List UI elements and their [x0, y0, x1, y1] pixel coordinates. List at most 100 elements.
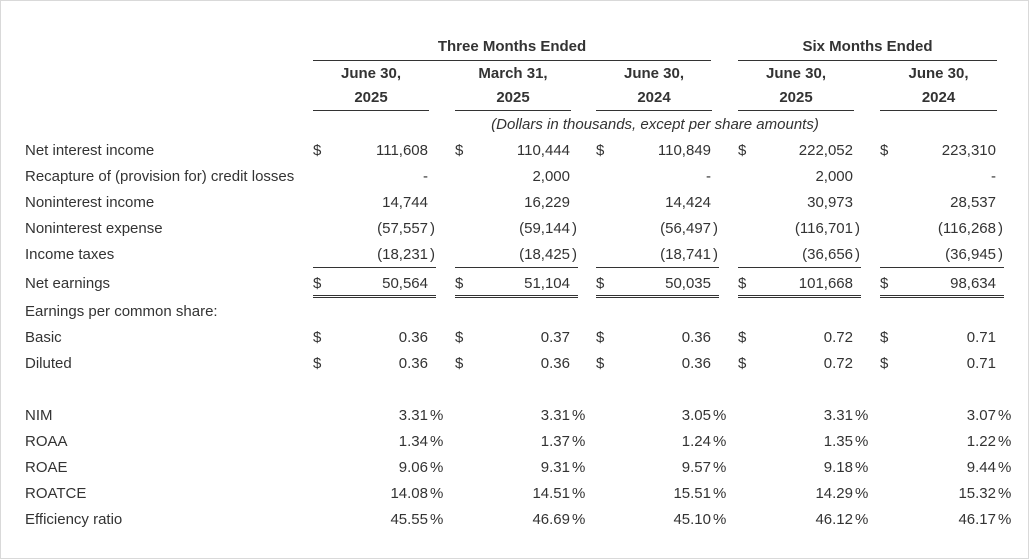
percent-sign: %	[713, 407, 727, 424]
ratio-efficiency-c2: 46.69	[532, 511, 570, 528]
ratio-roatce-c4: 14.29	[815, 485, 853, 502]
total-double-rule-c1	[313, 295, 436, 298]
total-double-rule-c3	[596, 295, 719, 298]
cell-basic-c4: 0.72	[823, 329, 853, 346]
percent-sign: %	[713, 459, 727, 476]
subtotal-rule-c3	[596, 267, 719, 268]
cell-income-taxes-c4: (36,656	[802, 246, 853, 263]
ratio-roae-c5: 9.44	[966, 459, 996, 476]
total-double-rule-c2	[455, 295, 578, 298]
ratio-efficiency-c1: 45.55	[390, 511, 428, 528]
cell-income-taxes-c3: (18,741	[660, 246, 711, 263]
col-header-1-line1: June 30,	[340, 65, 402, 82]
cell-recapture-c5: -	[991, 168, 996, 185]
dollar-sign: $	[596, 142, 605, 159]
col-header-3-rule	[596, 110, 712, 111]
cell-diluted-c4: 0.72	[823, 355, 853, 372]
paren-close: )	[998, 220, 1003, 237]
dollar-sign: $	[455, 355, 464, 372]
paren-close: )	[713, 220, 718, 237]
percent-sign: %	[430, 407, 444, 424]
total-double-rule-c5	[880, 295, 1004, 298]
percent-sign: %	[998, 459, 1012, 476]
header-three-months: Three Months Ended	[437, 38, 587, 55]
subtotal-rule-c1	[313, 267, 436, 268]
cell-net-interest-income-c2: 110,444	[516, 142, 570, 159]
paren-close: )	[855, 246, 860, 263]
ratio-label-roatce: ROATCE	[25, 485, 87, 502]
dollar-sign: $	[455, 329, 464, 346]
cell-noninterest-income-c1: 14,744	[382, 194, 428, 211]
col-header-3-line1: June 30,	[623, 65, 685, 82]
ratio-roae-c1: 9.06	[398, 459, 428, 476]
cell-basic-c2: 0.37	[540, 329, 570, 346]
ratio-roaa-c5: 1.22	[966, 433, 996, 450]
ratio-roaa-c2: 1.37	[540, 433, 570, 450]
percent-sign: %	[572, 485, 586, 502]
subtotal-rule-c2	[455, 267, 578, 268]
cell-net-earnings-c3: 50,035	[665, 275, 711, 292]
dollar-sign: $	[738, 275, 747, 292]
cell-net-earnings-c5: 98,634	[950, 275, 996, 292]
percent-sign: %	[572, 433, 586, 450]
col-header-2-line2: 2025	[496, 89, 530, 106]
dollar-sign: $	[880, 142, 889, 159]
percent-sign: %	[430, 485, 444, 502]
cell-diluted-c2: 0.36	[540, 355, 570, 372]
cell-recapture-c1: -	[423, 168, 428, 185]
ratio-label-roae: ROAE	[25, 459, 68, 476]
percent-sign: %	[998, 433, 1012, 450]
ratio-label-nim: NIM	[25, 407, 53, 424]
cell-noninterest-expense-c1: (57,557	[377, 220, 428, 237]
cell-diluted-c3: 0.36	[681, 355, 711, 372]
dollar-sign: $	[313, 329, 322, 346]
cell-diluted-c5: 0.71	[966, 355, 996, 372]
cell-noninterest-expense-c2: (59,144	[519, 220, 570, 237]
percent-sign: %	[572, 511, 586, 528]
dollar-sign: $	[455, 142, 464, 159]
cell-net-earnings-c1: 50,564	[382, 275, 428, 292]
cell-recapture-c2: 2,000	[532, 168, 570, 185]
paren-close: )	[430, 220, 435, 237]
units-note: (Dollars in thousands, except per share …	[491, 116, 819, 133]
cell-diluted-c1: 0.36	[398, 355, 428, 372]
dollar-sign: $	[596, 355, 605, 372]
cell-income-taxes-c2: (18,425	[519, 246, 570, 263]
col-header-5-line1: June 30,	[908, 65, 969, 82]
percent-sign: %	[855, 433, 869, 450]
ratio-roae-c3: 9.57	[681, 459, 711, 476]
dollar-sign: $	[313, 142, 322, 159]
percent-sign: %	[713, 511, 727, 528]
col-header-4-line2: 2025	[779, 89, 813, 106]
ratio-nim-c1: 3.31	[398, 407, 428, 424]
paren-close: )	[572, 220, 577, 237]
ratio-nim-c4: 3.31	[823, 407, 853, 424]
row-label-recapture: Recapture of (provision for) credit loss…	[25, 168, 295, 185]
col-header-2-rule	[455, 110, 571, 111]
row-label-basic: Basic	[25, 329, 62, 346]
header-six-months: Six Months Ended	[802, 38, 933, 55]
ratio-label-roaa: ROAA	[25, 433, 68, 450]
cell-noninterest-income-c4: 30,973	[807, 194, 853, 211]
cell-recapture-c4: 2,000	[815, 168, 853, 185]
ratio-nim-c3: 3.05	[681, 407, 711, 424]
ratio-roae-c2: 9.31	[540, 459, 570, 476]
ratio-roatce-c2: 14.51	[532, 485, 570, 502]
percent-sign: %	[572, 459, 586, 476]
dollar-sign: $	[455, 275, 464, 292]
ratio-nim-c2: 3.31	[540, 407, 570, 424]
cell-income-taxes-c1: (18,231	[377, 246, 428, 263]
percent-sign: %	[713, 433, 727, 450]
paren-close: )	[572, 246, 577, 263]
cell-noninterest-expense-c5: (116,268	[937, 220, 996, 237]
cell-noninterest-income-c3: 14,424	[665, 194, 711, 211]
dollar-sign: $	[596, 275, 605, 292]
percent-sign: %	[855, 485, 869, 502]
col-header-4-rule	[738, 110, 854, 111]
percent-sign: %	[998, 485, 1012, 502]
percent-sign: %	[855, 407, 869, 424]
percent-sign: %	[572, 407, 586, 424]
cell-basic-c3: 0.36	[681, 329, 711, 346]
cell-noninterest-expense-c3: (56,497	[660, 220, 711, 237]
subtotal-rule-c4	[738, 267, 861, 268]
